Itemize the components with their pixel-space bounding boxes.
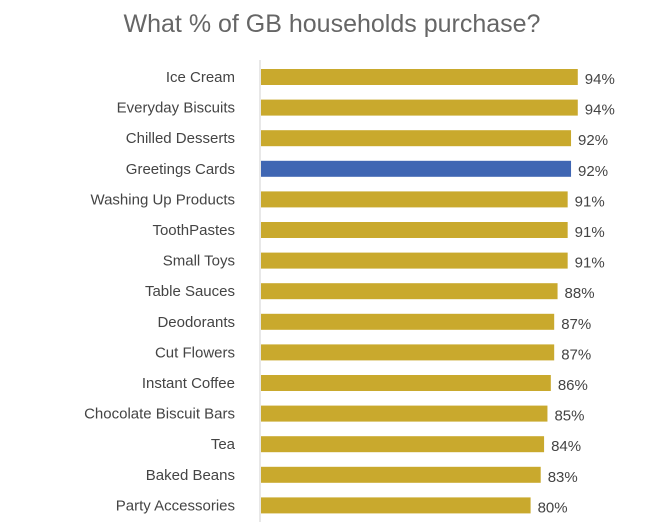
data-label: 87% bbox=[561, 346, 591, 363]
bar bbox=[261, 160, 572, 177]
data-label: 87% bbox=[561, 316, 591, 333]
bar bbox=[261, 436, 545, 453]
data-label: 92% bbox=[578, 163, 608, 180]
data-label: 91% bbox=[575, 193, 605, 210]
category-label: ToothPastes bbox=[152, 222, 235, 239]
category-label: Cut Flowers bbox=[155, 344, 235, 361]
data-label: 92% bbox=[578, 132, 608, 149]
chart-title: What % of GB households purchase? bbox=[123, 10, 541, 38]
bar bbox=[261, 130, 572, 147]
data-label: 83% bbox=[548, 469, 578, 486]
data-label: 94% bbox=[585, 102, 615, 119]
bar bbox=[261, 313, 555, 330]
bar bbox=[261, 191, 568, 208]
data-label: 85% bbox=[554, 408, 584, 425]
category-label: Table Sauces bbox=[145, 283, 235, 300]
category-label: Small Toys bbox=[163, 253, 235, 270]
bar bbox=[261, 344, 555, 361]
category-label: Tea bbox=[211, 436, 236, 453]
bar bbox=[261, 69, 578, 85]
data-label: 88% bbox=[565, 285, 595, 302]
bar bbox=[261, 99, 578, 116]
category-label: Everyday Biscuits bbox=[117, 100, 235, 117]
category-label: Instant Coffee bbox=[142, 375, 235, 392]
data-label: 91% bbox=[575, 224, 605, 241]
category-label: Greetings Cards bbox=[126, 161, 235, 178]
category-label: Ice Cream bbox=[166, 69, 235, 86]
bar bbox=[261, 222, 568, 238]
category-label: Chocolate Biscuit Bars bbox=[84, 406, 235, 423]
bar bbox=[261, 375, 551, 391]
category-label: Party Accessories bbox=[116, 497, 235, 514]
bar bbox=[261, 466, 541, 483]
data-label: 94% bbox=[585, 71, 615, 88]
category-label: Washing Up Products bbox=[90, 191, 235, 208]
bar bbox=[261, 252, 568, 269]
data-label: 86% bbox=[558, 377, 588, 394]
data-label: 84% bbox=[551, 438, 581, 455]
data-label: 80% bbox=[538, 499, 568, 516]
bar bbox=[261, 283, 558, 300]
category-label: Deodorants bbox=[157, 314, 235, 331]
category-label: Chilled Desserts bbox=[126, 130, 235, 147]
data-label: 91% bbox=[575, 255, 605, 272]
bar bbox=[261, 405, 548, 422]
category-label: Baked Beans bbox=[146, 467, 235, 484]
bar bbox=[261, 497, 531, 514]
